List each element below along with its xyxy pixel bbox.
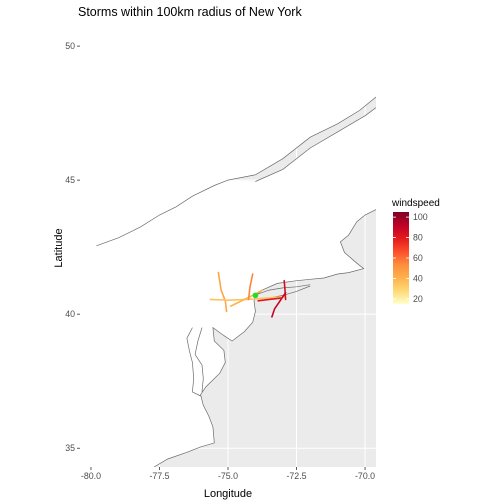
storm-track-6 <box>271 291 287 318</box>
x-tick-label: -75.0 <box>218 471 238 481</box>
storm-track-1 <box>217 271 228 313</box>
y-axis-title: Latitude <box>53 228 65 267</box>
legend-title: windspeed <box>391 198 440 209</box>
y-tick-label: 40 <box>65 309 75 319</box>
legend-label: 100 <box>413 212 428 222</box>
x-axis: -80.0 -77.5 -75.0 -72.5 -70.0 <box>81 467 375 481</box>
coastline-st-lawrence-south <box>255 107 376 182</box>
grid-lines <box>80 30 376 467</box>
coastline-st-lawrence-north <box>227 96 376 181</box>
storm-track-7 <box>257 297 283 302</box>
windspeed-legend: windspeed 20 40 60 80 100 <box>391 198 440 304</box>
coastline-atlantic-coast <box>153 209 376 467</box>
storm-track-3 <box>229 289 264 307</box>
map-title: Storms within 100km radius of New York <box>78 5 302 19</box>
ocean-area <box>154 209 376 467</box>
storm-track-5 <box>283 279 287 301</box>
y-tick-label: 45 <box>65 175 75 185</box>
storm-track-4 <box>247 273 254 301</box>
y-tick-label: 50 <box>65 41 75 51</box>
y-tick-label: 35 <box>65 443 75 453</box>
map-panel <box>80 30 376 467</box>
city-point <box>252 292 259 299</box>
legend-ticks: 20 40 60 80 100 <box>393 212 428 304</box>
coastline-long-island-north <box>255 284 311 296</box>
legend-label: 40 <box>413 273 423 283</box>
storm-tracks <box>209 271 287 318</box>
x-axis-title: Longitude <box>204 488 252 500</box>
y-axis: 35 40 45 50 <box>65 41 80 453</box>
storm-track-2 <box>209 295 287 302</box>
legend-label: 60 <box>413 253 423 263</box>
coastline-chesapeake-west <box>186 327 201 397</box>
legend-colorbar <box>393 212 409 304</box>
coastline-great-lakes-north <box>96 179 229 247</box>
legend-label: 20 <box>413 294 423 304</box>
x-tick-label: -80.0 <box>81 471 101 481</box>
legend-label: 80 <box>413 233 423 243</box>
x-tick-label: -77.5 <box>149 471 169 481</box>
coastline-chesapeake-east <box>194 327 204 392</box>
city-points <box>252 292 259 299</box>
x-tick-label: -70.0 <box>355 471 375 481</box>
x-tick-label: -72.5 <box>286 471 306 481</box>
